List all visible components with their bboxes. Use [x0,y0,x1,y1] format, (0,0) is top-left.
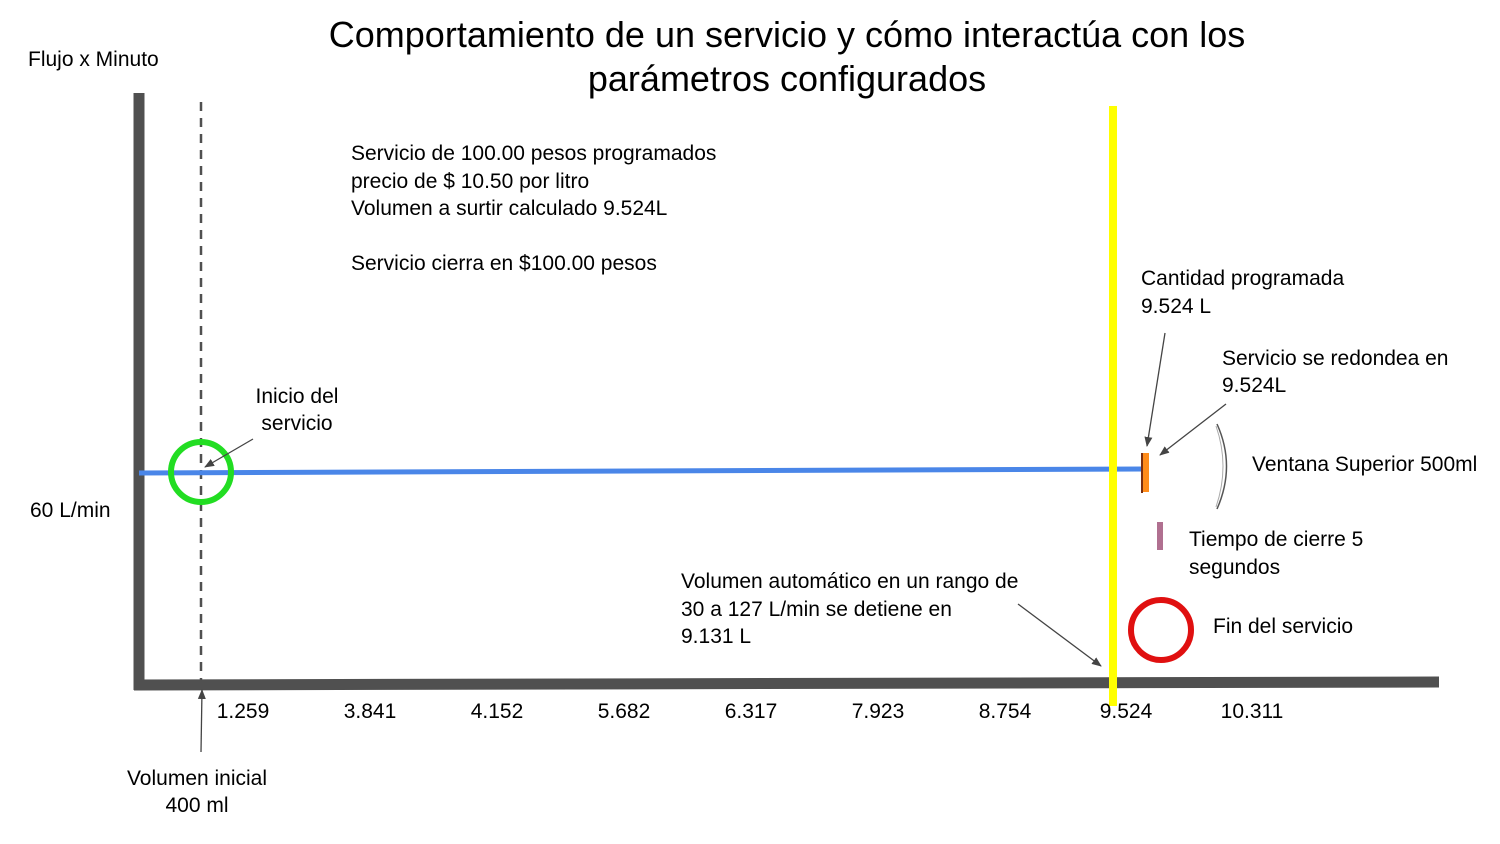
rounded-label-line-2: 9.524L [1222,374,1286,397]
x-tick-label: 6.317 [725,700,778,723]
x-tick-label: 9.524 [1100,700,1153,723]
info-line-4: Servicio cierra en $100.00 pesos [351,252,657,275]
closing-time-marker [1157,522,1163,550]
auto-volume-label-line-3: 9.131 L [681,625,751,648]
initial-volume-arrow [197,689,206,753]
x-tick-label: 8.754 [979,700,1032,723]
end-circle [1128,597,1194,663]
start-circle [168,439,234,505]
rounded-label-line-1: Servicio se redondea en [1222,347,1448,370]
info-line-3: Volumen a surtir calculado 9.524L [351,197,667,220]
flow-line [138,466,1147,476]
upper-window-bracket [1216,423,1228,510]
y-axis-label: Flujo x Minuto [28,48,159,71]
x-tick-label: 1.259 [217,700,270,723]
programmed-arrow [1144,332,1166,447]
programmed-label-line-1: Cantidad programada [1141,267,1344,290]
x-tick-label: 5.682 [598,700,651,723]
end-label: Fin del servicio [1213,615,1353,638]
x-tick-label: 7.923 [852,700,905,723]
programmed-label-line-2: 9.524 L [1141,295,1211,318]
info-line-2: precio de $ 10.50 por litro [351,170,589,193]
x-tick-label: 10.311 [1221,700,1284,723]
auto-volume-label-line-2: 30 a 127 L/min se detiene en [681,598,952,621]
upper-window-label: Ventana Superior 500ml [1252,453,1477,476]
closing-time-label-line-2: segundos [1189,556,1280,579]
closing-time-label-line-1: Tiempo de cierre 5 [1189,528,1363,551]
x-axis [133,676,1440,691]
diagram-title-line-1: Comportamiento de un servicio y cómo int… [329,14,1245,55]
start-label-line-1: Inicio del [256,385,339,408]
start-label-line-2: servicio [261,412,332,435]
initial-volume-label-line-2: 400 ml [165,794,228,817]
x-tick-label: 4.152 [471,700,524,723]
programmed-amount-marker [1142,453,1149,492]
rounded-arrow [1159,403,1227,456]
x-tick-label: 3.841 [344,700,397,723]
info-line-1: Servicio de 100.00 pesos programados [351,142,716,165]
diagram-title-line-2: parámetros configurados [588,58,986,99]
start-arrow [204,438,254,468]
auto-volume-arrow [1017,603,1102,667]
initial-volume-label-line-1: Volumen inicial [127,767,267,790]
auto-volume-label-line-1: Volumen automático en un rango de [681,570,1018,593]
upper-window-bracket-inner [1215,425,1224,508]
flow-value-label: 60 L/min [30,499,111,522]
